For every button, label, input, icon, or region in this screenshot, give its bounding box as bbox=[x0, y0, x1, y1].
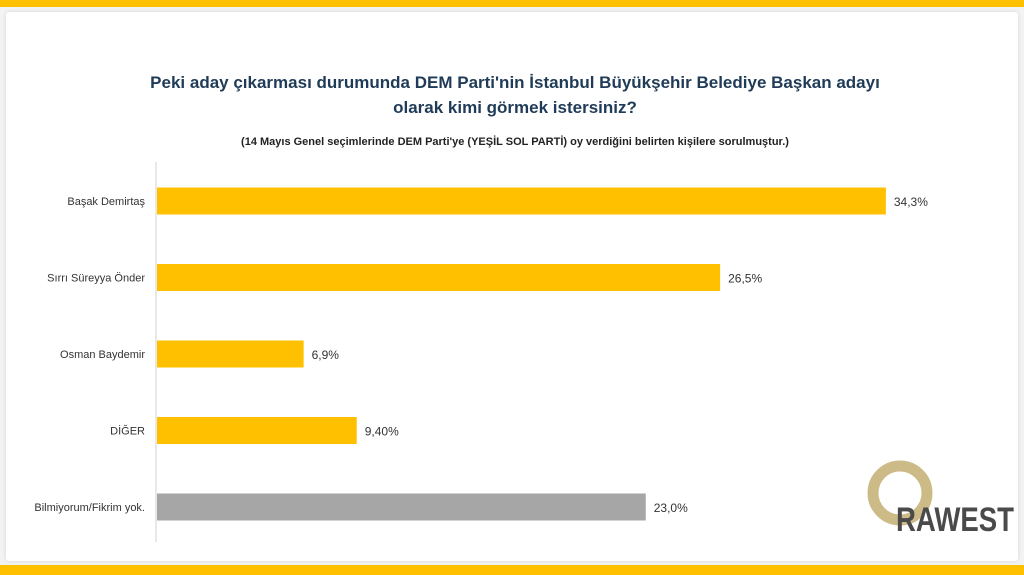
bar bbox=[157, 340, 304, 368]
bar bbox=[157, 417, 357, 444]
top-accent-band bbox=[0, 0, 1024, 7]
data-label: 6,9% bbox=[312, 348, 340, 362]
chart-subtitle: (14 Mayıs Genel seçimlerinde DEM Parti'y… bbox=[241, 136, 789, 148]
rawest-logo: RAWEST bbox=[867, 460, 1014, 538]
data-label: 26,5% bbox=[728, 272, 762, 286]
chart-title-line2: olarak kimi görmek istersiniz? bbox=[393, 98, 637, 117]
category-label: Sırrı Süreyya Önder bbox=[47, 273, 145, 285]
category-label: Bilmiyorum/Fikrim yok. bbox=[34, 502, 145, 514]
data-label: 9,40% bbox=[365, 425, 399, 439]
data-label: 23,0% bbox=[654, 501, 688, 515]
chart-title-line1: Peki aday çıkarması durumunda DEM Parti'… bbox=[150, 73, 880, 92]
category-label: DİĞER bbox=[110, 425, 145, 438]
category-label: Osman Baydemir bbox=[60, 349, 145, 361]
bar bbox=[157, 493, 646, 521]
bar bbox=[157, 264, 721, 291]
chart-title: Peki aday çıkarması durumunda DEM Parti'… bbox=[100, 70, 930, 120]
bottom-accent-band bbox=[0, 565, 1024, 575]
bar bbox=[157, 187, 886, 215]
logo-text: RAWEST bbox=[896, 501, 1014, 538]
data-label: 34,3% bbox=[894, 195, 928, 209]
category-label: Başak Demirtaş bbox=[67, 196, 145, 208]
